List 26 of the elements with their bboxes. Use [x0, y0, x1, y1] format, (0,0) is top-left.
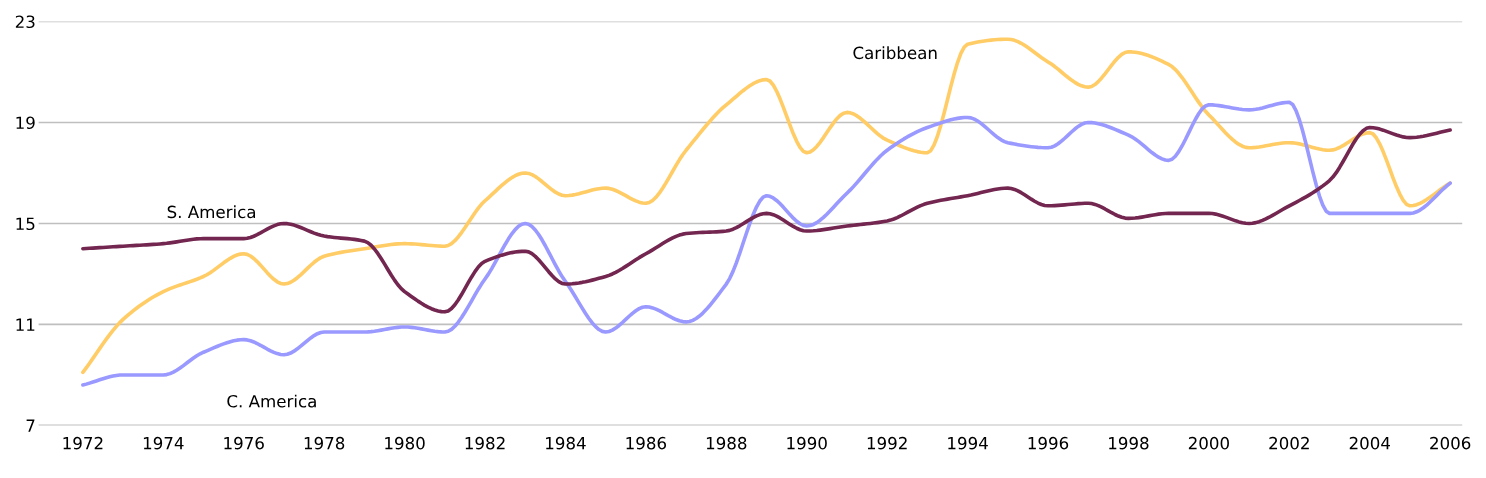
y-tick-label: 19	[16, 116, 35, 130]
y-tick-label: 11	[16, 318, 35, 331]
x-tick-label: 2004	[1349, 436, 1390, 450]
x-tick-label: 1990	[787, 436, 827, 450]
x-tick-label: 1972	[63, 436, 103, 450]
y-tick-label: 15	[16, 217, 35, 231]
x-tick-label: 1996	[1028, 436, 1069, 450]
x-tick-label: 1994	[948, 436, 988, 450]
x-tick-label: 1978	[304, 436, 345, 450]
x-tick-label: 1988	[706, 436, 747, 450]
series-label: S. America	[167, 205, 256, 219]
y-tick-label: 7	[26, 419, 35, 432]
series-label: Caribbean	[853, 46, 937, 60]
x-tick-label: 1976	[224, 436, 264, 450]
x-tick-label: 1974	[143, 436, 184, 450]
x-tick-label: 2000	[1188, 436, 1229, 450]
x-tick-label: 2006	[1430, 436, 1471, 450]
x-tick-label: 1986	[626, 436, 667, 450]
x-tick-label: 2002	[1269, 436, 1309, 450]
x-tick-label: 1982	[465, 436, 505, 450]
x-tick-label: 1980	[385, 436, 425, 450]
text: C. America	[227, 394, 316, 408]
x-tick-label: 1998	[1109, 436, 1149, 450]
x-tick-label: 1992	[867, 436, 907, 450]
x-tick-label: 1984	[546, 436, 586, 450]
y-tick-label: 23	[15, 15, 35, 29]
